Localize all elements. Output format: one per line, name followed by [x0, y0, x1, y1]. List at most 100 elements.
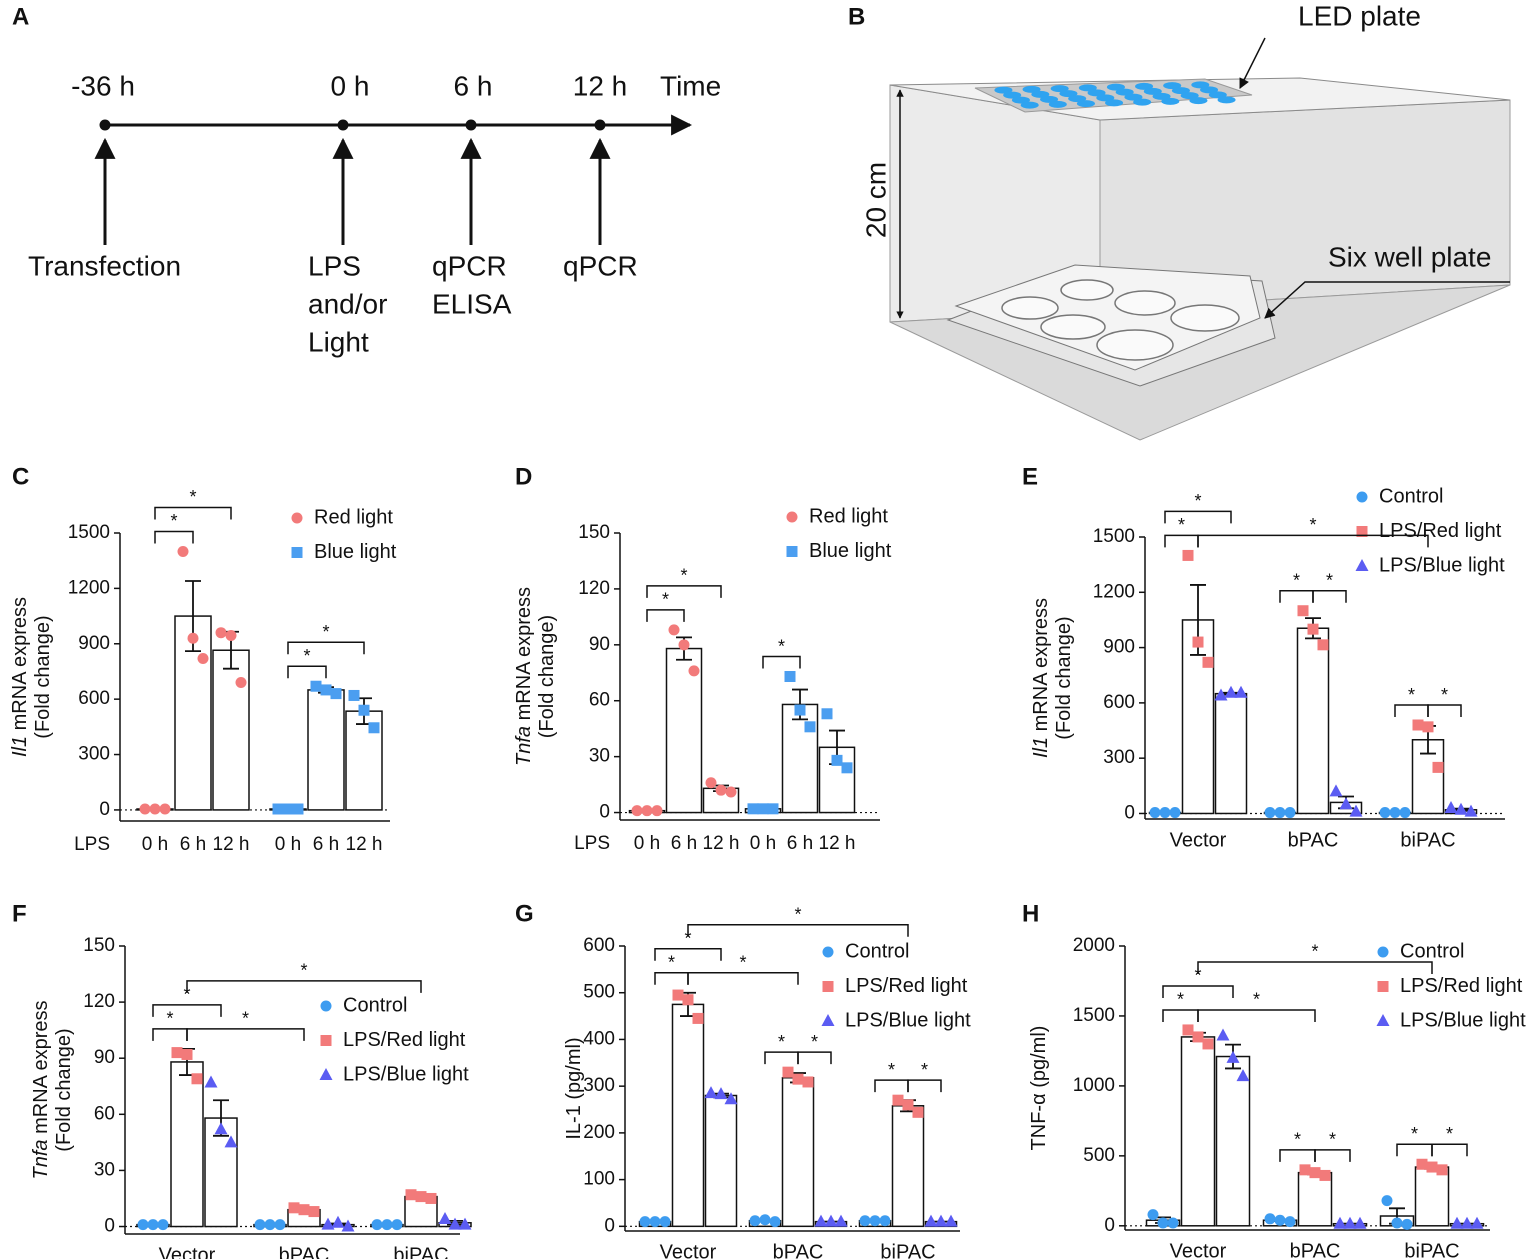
data-point [831, 754, 843, 766]
y-axis-label-part: mRNA express [30, 1001, 52, 1140]
bar [671, 1003, 705, 1228]
legend-label: Control [343, 994, 407, 1016]
data-point [902, 1099, 914, 1111]
significance-bracket [287, 641, 365, 655]
data-point [1401, 1218, 1413, 1230]
led [1143, 87, 1162, 95]
data-point [1147, 1209, 1159, 1221]
time-point [465, 119, 477, 131]
led [1115, 88, 1134, 96]
data-point [747, 803, 759, 815]
y-axis-label-part: IL-1 (pg/ml) [563, 1037, 585, 1139]
led [1011, 96, 1030, 104]
led [1189, 97, 1208, 105]
x-tick-label: bPAC [1288, 829, 1339, 851]
significance-label: * [1326, 570, 1333, 590]
x-tick-label: 12 h [819, 833, 856, 854]
data-point [1381, 1195, 1393, 1207]
x-tick-label: biPAC [393, 1244, 448, 1259]
significance-label: * [888, 1060, 895, 1080]
data-point [368, 722, 380, 734]
bar [1214, 692, 1248, 815]
time-axis-label: Time [660, 70, 721, 101]
bar [1297, 1171, 1333, 1227]
y-tick-label: 1000 [1073, 1075, 1115, 1096]
data-point [759, 1214, 771, 1226]
y-axis-label: (Fold change) [32, 615, 54, 738]
led [1191, 81, 1210, 89]
data-point [1353, 1216, 1367, 1229]
y-axis-label-part: (Fold change) [1053, 616, 1075, 739]
led-label: LED plate [1298, 0, 1421, 31]
data-point [358, 704, 370, 716]
y-tick-label: 150 [578, 522, 610, 543]
bar [1180, 1036, 1216, 1227]
bar [704, 1094, 738, 1228]
data-point [639, 1216, 651, 1228]
y-tick-label: 120 [578, 578, 610, 599]
led [1217, 96, 1236, 104]
significance-label: * [811, 1032, 818, 1052]
data-point [705, 777, 717, 789]
bar [1296, 627, 1330, 815]
data-point [214, 1122, 228, 1135]
y-tick-label: 0 [99, 799, 110, 820]
significance-bracket [1431, 1143, 1468, 1157]
data-point [682, 994, 694, 1006]
data-point [841, 762, 853, 774]
data-point [704, 1086, 718, 1099]
data-point [1169, 807, 1181, 819]
panel-label: F [12, 900, 27, 927]
significance-bracket [154, 530, 194, 544]
significance-label: * [1309, 515, 1316, 535]
event-label: Transfection [28, 250, 181, 281]
y-tick-label: 100 [583, 1169, 615, 1190]
data-point [1464, 804, 1478, 817]
legend-label: LPS/Blue light [845, 1009, 971, 1031]
significance-bracket [646, 609, 685, 622]
panel-label: A [12, 3, 29, 30]
x-tick-label: biPAC [1404, 1240, 1459, 1259]
significance-bracket [1396, 1143, 1433, 1157]
data-point [331, 1215, 345, 1228]
time-label: 0 h [331, 70, 370, 101]
data-point [1274, 807, 1286, 819]
event-label: and/or [308, 288, 387, 319]
significance-bracket [687, 971, 799, 985]
data-point [1182, 549, 1194, 561]
data-point [1460, 1216, 1474, 1229]
significance-bracket [1162, 985, 1234, 998]
y-axis-label: Tnfa mRNA express [30, 1001, 52, 1180]
time-point [594, 119, 606, 131]
significance-label: * [1446, 1124, 1453, 1144]
led [1161, 97, 1180, 105]
significance-bracket [1164, 510, 1232, 524]
event-label: ELISA [432, 288, 512, 319]
led [1200, 86, 1219, 94]
data-point [1299, 1164, 1311, 1176]
y-tick-label: 60 [589, 690, 610, 711]
data-point [1216, 1028, 1230, 1041]
data-point [391, 1219, 403, 1231]
panel-label: C [12, 463, 29, 490]
x-tick-label: biPAC [1400, 829, 1455, 851]
y-axis-label-part: TNF-α (pg/ml) [1028, 1026, 1050, 1151]
data-point [321, 1217, 335, 1230]
significance-bracket [186, 980, 422, 993]
leds [994, 81, 1236, 109]
data-point [157, 1219, 169, 1231]
data-point [1202, 1038, 1214, 1050]
data-point [264, 1219, 276, 1231]
data-point [1349, 804, 1363, 817]
legend-marker [1356, 491, 1368, 503]
led [1040, 95, 1059, 103]
data-point [715, 784, 727, 796]
significance-label: * [170, 511, 177, 531]
led [1208, 91, 1227, 99]
data-point [254, 1219, 266, 1231]
significance-bracket [654, 971, 689, 985]
significance-label: * [778, 636, 785, 656]
panel-label: G [515, 900, 534, 927]
significance-label: * [1329, 1130, 1336, 1150]
well [1114, 290, 1176, 316]
